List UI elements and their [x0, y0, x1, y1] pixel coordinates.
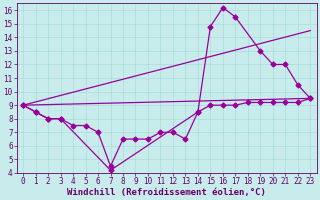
X-axis label: Windchill (Refroidissement éolien,°C): Windchill (Refroidissement éolien,°C): [67, 188, 266, 197]
